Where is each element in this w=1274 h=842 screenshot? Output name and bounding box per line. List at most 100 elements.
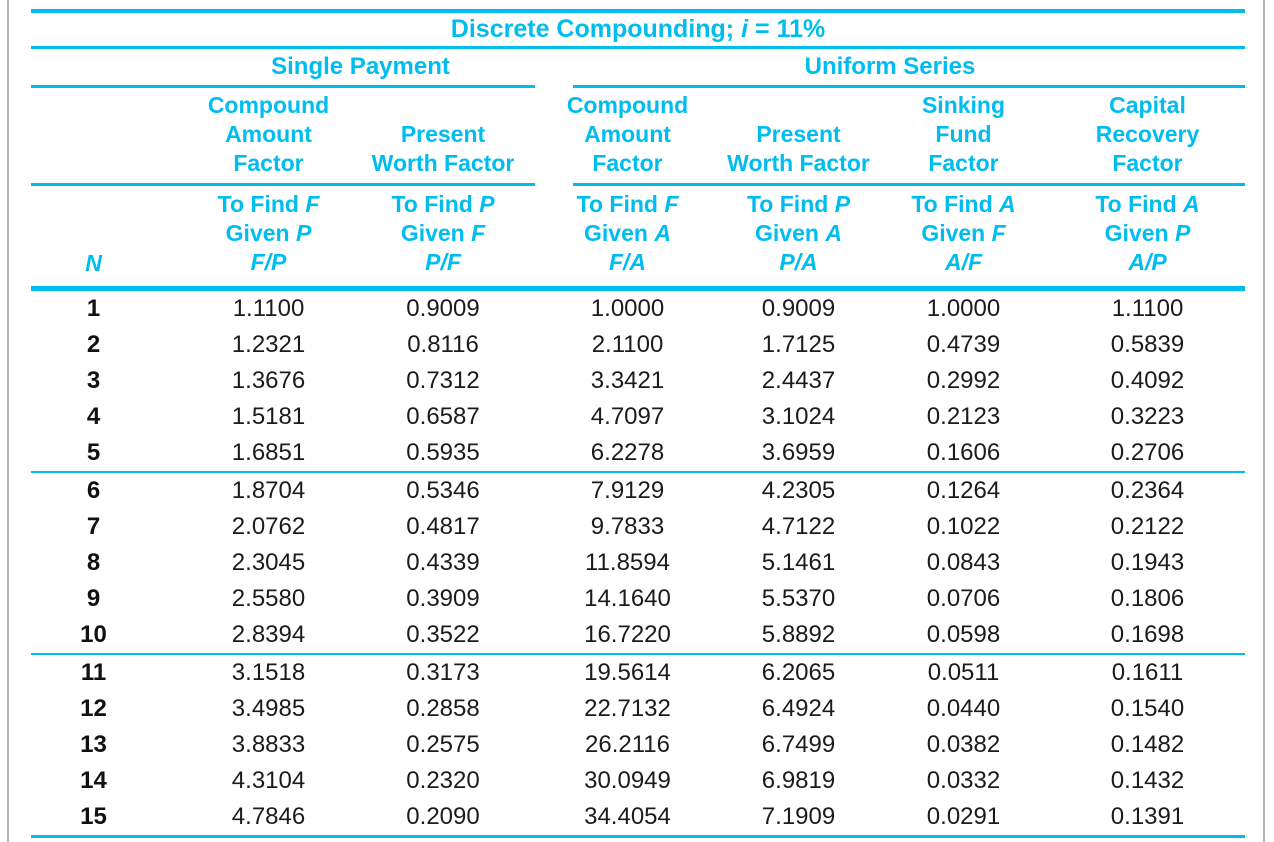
table-title-text: Discrete Compounding; i = 11% [450,15,826,43]
factor-value-a-f: 0.0332 [926,767,1001,794]
factor-value-p-f: 0.4817 [406,513,480,540]
factor-value-f-p: 1.6851 [231,439,306,466]
n-value: 7 [86,513,101,540]
column-title-p-a: Present Worth Factor [720,88,877,183]
column-title-f-p: Compound Amount Factor [186,88,351,183]
factor-value-p-a: 4.7122 [761,513,836,540]
factor-value-f-a: 7.9129 [590,477,665,504]
factor-value-a-f: 0.0511 [927,659,1000,686]
factor-value-f-p: 4.7846 [231,803,306,830]
factor-symbol: P/F [425,249,461,275]
column-title-p-f: Present Worth Factor [351,88,535,183]
rule-top [31,9,1245,13]
table-row-n-5: 5 1.6851 0.5935 6.2278 3.6959 0.1606 0.2706 [31,435,1245,471]
factor-value-a-p: 1.1100 [1111,295,1184,322]
factor-value-p-a: 3.1024 [761,403,836,430]
factor-value-p-a: 3.6959 [761,439,836,466]
column-title-a-p: Capital Recovery Factor [1050,88,1245,183]
group-header-uniform-series: Uniform Series [804,53,976,80]
factor-value-p-a: 5.5370 [761,585,836,612]
rule-segment-uniform [573,85,1245,88]
factor-value-p-f: 0.2320 [406,767,480,794]
column-symbol-a-f: To Find A Given F A/F [877,186,1050,286]
factor-value-f-a: 16.7220 [584,621,671,648]
factor-value-a-f: 0.0706 [926,585,1001,612]
to-find-line: To Find F [576,191,679,217]
factor-value-p-f: 0.3909 [406,585,480,612]
factor-value-a-p: 0.2706 [1110,439,1185,466]
given-line: Given P [1104,220,1191,246]
rule-segment-uniform [573,183,1245,186]
column-symbol-f-p: To Find F Given P F/P [186,186,351,286]
factor-value-p-f: 0.5346 [406,477,480,504]
factor-value-f-a: 19.5614 [584,659,671,686]
column-title-line: Factor [592,150,663,176]
table-row-n-13: 13 3.8833 0.2575 26.2116 6.7499 0.0382 0.1482 [31,727,1245,763]
factor-value-a-p: 0.1806 [1110,585,1185,612]
column-title-line: Compound [566,92,689,118]
factor-value-p-a: 6.7499 [761,731,836,758]
n-value: 2 [86,331,101,358]
column-title-line: Recovery [1095,121,1200,147]
factor-value-p-a: 6.9819 [761,767,836,794]
factor-value-p-f: 0.2090 [406,803,480,830]
column-title-line: Worth Factor [727,150,870,176]
table-row-n-3: 3 1.3676 0.7312 3.3421 2.4437 0.2992 0.4092 [31,363,1245,399]
factor-value-p-f: 0.9009 [406,295,480,322]
rule-segment-single [31,85,535,88]
n-value: 11 [80,659,107,686]
rule-under-header [31,286,1245,291]
to-find-line: To Find F [217,191,320,217]
given-line: Given A [755,220,842,246]
factor-value-a-p: 0.1943 [1110,549,1185,576]
n-value: 14 [80,767,107,794]
factor-value-p-f: 0.5935 [406,439,480,466]
n-value: 8 [86,549,101,576]
factor-value-a-p: 0.2364 [1110,477,1185,504]
factor-value-a-f: 0.2123 [926,403,1001,430]
column-title-row: Compound Amount Factor Present Worth Factor C… [31,88,1245,183]
factor-symbol: A/F [944,249,983,275]
factor-value-f-p: 2.0762 [231,513,306,540]
table-row-n-9: 9 2.5580 0.3909 14.1640 5.5370 0.0706 0.1806 [31,581,1245,617]
n-value: 13 [80,731,107,758]
factor-value-f-p: 1.2321 [231,331,306,358]
factor-value-f-p: 3.4985 [231,695,306,722]
column-title-line: Fund [935,121,992,147]
table-row-n-7: 7 2.0762 0.4817 9.7833 4.7122 0.1022 0.2122 [31,509,1245,545]
factor-value-f-p: 4.3104 [231,767,306,794]
rule-group-separator [31,653,1245,655]
table-row-n-10: 10 2.8394 0.3522 16.7220 5.8892 0.0598 0.1698 [31,617,1245,653]
rule-group-separator [31,471,1245,473]
n-value: 10 [80,621,107,648]
column-title-a-f: Sinking Fund Factor [877,88,1050,183]
factor-value-a-f: 0.4739 [926,331,1001,358]
column-title-line: Capital [1109,92,1186,118]
rule-segment-single [31,183,535,186]
factor-symbol: F/A [608,249,647,275]
factor-value-p-f: 0.7312 [406,367,480,394]
n-value: 6 [86,477,101,504]
factor-symbol: F/P [250,249,287,275]
to-find-line: To Find P [391,191,495,217]
given-line: Given F [921,220,1006,246]
column-title-line: Factor [1112,150,1183,176]
table-row-n-6: 6 1.8704 0.5346 7.9129 4.2305 0.1264 0.2364 [31,473,1245,509]
table-row-n-12: 12 3.4985 0.2858 22.7132 6.4924 0.0440 0.1540 [31,691,1245,727]
factor-value-f-a: 1.0000 [590,295,665,322]
column-title-line: Present [400,121,486,147]
factor-value-p-f: 0.3173 [406,659,480,686]
factor-value-p-f: 0.4339 [406,549,480,576]
column-symbol-a-p: To Find A Given P A/P [1050,186,1245,286]
factor-value-f-a: 4.7097 [590,403,665,430]
factor-value-f-p: 2.3045 [231,549,306,576]
factor-value-f-p: 1.8704 [231,477,306,504]
factor-table: Discrete Compounding; i = 11% Single Pay… [31,0,1245,838]
column-symbol-row: N To Find F Given P F/P To Find P Given F P/F… [31,186,1245,286]
factor-value-f-p: 1.3676 [231,367,306,394]
factor-value-p-a: 7.1909 [761,803,836,830]
factor-value-a-f: 0.2992 [926,367,1001,394]
factor-value-a-f: 0.0291 [926,803,1001,830]
factor-value-f-a: 6.2278 [590,439,665,466]
factor-value-p-a: 5.1461 [761,549,836,576]
